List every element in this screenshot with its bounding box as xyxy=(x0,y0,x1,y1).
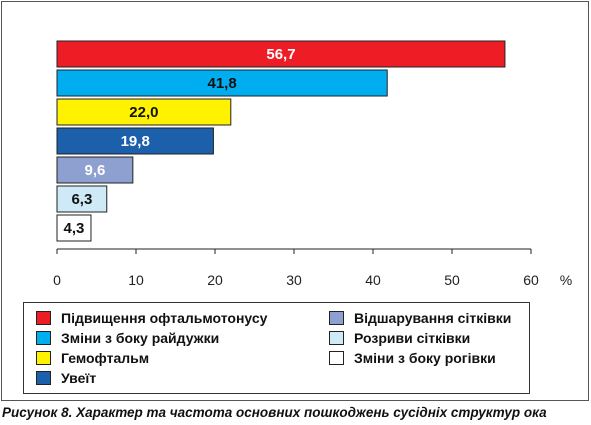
bar-value-label: 19,8 xyxy=(121,133,150,150)
bar-value-label: 6,3 xyxy=(71,191,92,208)
legend-item: Зміни з боку рогівки xyxy=(329,348,496,367)
bar-value-label: 56,7 xyxy=(266,46,295,63)
bar xyxy=(56,185,108,213)
bar xyxy=(56,98,232,126)
x-tick-label: 30 xyxy=(286,272,302,288)
bar xyxy=(56,69,388,97)
legend-item: Зміни з боку райдужки xyxy=(36,328,219,347)
legend-item: Розриви сітківки xyxy=(329,328,470,347)
legend-swatch xyxy=(36,370,51,385)
legend-swatch xyxy=(36,330,51,345)
bar-value-label: 9,6 xyxy=(84,162,105,179)
legend-item: Гемофтальм xyxy=(36,348,149,367)
bar xyxy=(56,127,214,155)
legend-item: Відшарування сітківки xyxy=(329,308,511,327)
legend-label: Розриви сітківки xyxy=(354,329,471,346)
x-tick-label: 10 xyxy=(128,272,144,288)
x-tick-label: 60 xyxy=(523,272,539,288)
bar-value-label: 41,8 xyxy=(208,75,237,92)
bar-value-label: 22,0 xyxy=(129,104,158,121)
chart-legend: Підвищення офтальмотонусу Зміни з боку ра… xyxy=(23,302,530,394)
legend-label: Зміни з боку рогівки xyxy=(354,349,496,366)
legend-label: Зміни з боку райдужки xyxy=(61,329,220,346)
legend-label: Гемофтальм xyxy=(61,349,150,366)
x-tick-label: 0 xyxy=(53,272,61,288)
legend-swatch xyxy=(36,350,51,365)
x-tick-label: 20 xyxy=(207,272,223,288)
bar xyxy=(56,156,134,184)
x-unit-label: % xyxy=(560,272,572,288)
legend-swatch xyxy=(329,310,344,325)
legend-label: Підвищення офтальмотонусу xyxy=(61,309,268,326)
figure-frame: 56,7 41,8 22,0 19,8 9,6 6,3 4,3 0 10 20 30 40 50 60% … xyxy=(1,1,589,401)
legend-item: Увеїт xyxy=(36,368,96,387)
legend-swatch xyxy=(36,310,51,325)
x-tick-label: 40 xyxy=(365,272,381,288)
legend-item: Підвищення офтальмотонусу xyxy=(36,308,267,327)
bar-chart: 56,7 41,8 22,0 19,8 9,6 6,3 4,3 0 10 20 30 40 50 60% xyxy=(53,40,572,288)
legend-swatch xyxy=(329,350,344,365)
legend-label: Увеїт xyxy=(61,369,97,386)
x-tick-label: 50 xyxy=(444,272,460,288)
figure-caption: Рисунок 8. Характер та частота основних … xyxy=(2,405,547,420)
bar xyxy=(56,214,92,242)
legend-swatch xyxy=(329,330,344,345)
legend-label: Відшарування сітківки xyxy=(354,309,512,326)
bar-value-label: 4,3 xyxy=(64,220,85,237)
bar xyxy=(56,40,506,68)
